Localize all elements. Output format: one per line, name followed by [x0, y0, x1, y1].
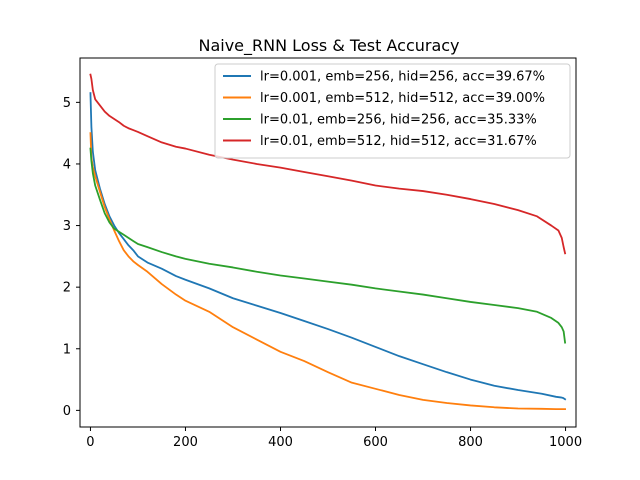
x-tick-label: 800 [458, 435, 483, 450]
y-tick-label: 1 [63, 342, 71, 357]
series-layer [89, 73, 567, 411]
legend-label: lr=0.01, emb=512, hid=512, acc=31.67% [260, 134, 537, 149]
legend-label: lr=0.01, emb=256, hid=256, acc=35.33% [260, 113, 537, 128]
y-tick-label: 3 [63, 219, 71, 234]
x-tick-label: 200 [173, 435, 198, 450]
legend-label: lr=0.001, emb=256, hid=256, acc=39.67% [260, 70, 545, 85]
x-tick-label: 600 [363, 435, 388, 450]
x-tick-label: 0 [86, 435, 94, 450]
series-line-1 [89, 92, 567, 401]
legend-label: lr=0.001, emb=512, hid=512, acc=39.00% [260, 91, 545, 106]
y-tick-label: 4 [63, 157, 71, 172]
y-tick-label: 2 [63, 281, 71, 296]
x-tick-label: 400 [268, 435, 293, 450]
legend: lr=0.001, emb=256, hid=256, acc=39.67% lr… [214, 63, 571, 159]
series-line-4 [89, 73, 567, 255]
axes-layer: 0 200 400 600 800 1000 0 1 2 3 4 5 [63, 57, 582, 450]
chart-title: Naive_RNN Loss & Test Accuracy [198, 36, 459, 56]
x-tick-label: 1000 [549, 435, 582, 450]
y-tick-label: 0 [63, 404, 71, 419]
series-line-3 [89, 147, 567, 344]
legend-box [214, 63, 571, 159]
y-tick-label: 5 [63, 96, 71, 111]
plot-frame [79, 57, 577, 428]
series-line-2 [89, 132, 566, 411]
